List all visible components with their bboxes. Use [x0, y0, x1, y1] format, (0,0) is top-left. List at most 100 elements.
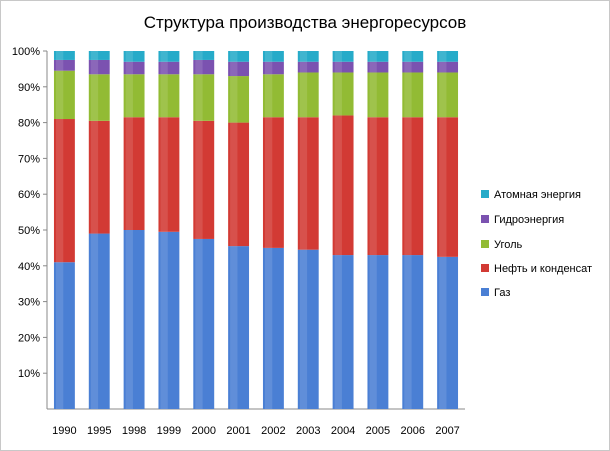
- bar-segment-2: [332, 115, 354, 256]
- bar-highlight: [404, 117, 412, 256]
- bar-segment-5: [228, 51, 250, 62]
- x-axis-ticks: 1990 1995 1998 1999 2000 2001 2002 2003 2004 2005…: [52, 425, 460, 437]
- bar-segment-2: [123, 117, 145, 230]
- bar-segment-3: [332, 72, 354, 116]
- bar-segment-1: [88, 233, 110, 409]
- bar-highlight: [439, 72, 447, 118]
- bar-highlight: [160, 74, 168, 118]
- bar-highlight: [230, 61, 238, 77]
- bar-highlight: [230, 122, 238, 247]
- legend-swatch: [481, 190, 489, 198]
- y-tick-label: 10%: [18, 368, 40, 380]
- bar-segment-1: [402, 255, 424, 409]
- bar-segment-4: [262, 61, 284, 75]
- bar-highlight: [160, 51, 168, 62]
- bar-segment-1: [262, 247, 284, 409]
- y-axis-ticks: 10% 20% 30% 40% 50% 60% 70% 80% 90% 100%: [12, 46, 47, 380]
- bar-segment-4: [53, 59, 75, 71]
- bar-highlight: [334, 61, 342, 73]
- bar-segment-1: [228, 246, 250, 409]
- bar-highlight: [299, 61, 308, 73]
- bar-segment-3: [53, 70, 75, 120]
- bar-highlight: [195, 51, 203, 60]
- bar-segment-4: [158, 61, 180, 75]
- bar-segment-1: [158, 231, 180, 409]
- bar-highlight: [404, 255, 412, 409]
- bar-segment-4: [88, 59, 110, 75]
- bar-segment-5: [297, 51, 319, 62]
- legend-swatch: [481, 215, 489, 223]
- bar-segment-4: [402, 61, 424, 73]
- bar-highlight: [439, 117, 447, 257]
- bar-segment-3: [88, 74, 110, 121]
- bar-highlight: [439, 61, 447, 73]
- chart-legend: Атомная энергия Гидроэнергия Уголь Нефть и …: [481, 189, 592, 299]
- bar-highlight: [160, 231, 168, 409]
- bar-highlight: [230, 76, 238, 123]
- bar-highlight: [369, 61, 377, 73]
- x-tick-label: 1998: [122, 425, 146, 437]
- bar-highlight: [439, 256, 447, 409]
- y-tick-label: 80%: [18, 118, 40, 130]
- bar-segment-1: [437, 256, 459, 409]
- bar-segment-3: [193, 74, 215, 121]
- legend-label: Уголь: [494, 239, 523, 251]
- bar-highlight: [195, 59, 203, 75]
- bar-highlight: [299, 249, 308, 409]
- bar-highlight: [125, 230, 133, 409]
- bar-segment-2: [262, 117, 284, 248]
- bar-segment-1: [367, 255, 389, 409]
- bar-highlight: [90, 74, 99, 121]
- x-tick-label: 2005: [366, 425, 390, 437]
- bar-segment-4: [228, 61, 250, 77]
- bar-highlight: [404, 72, 412, 118]
- bar-segment-2: [402, 117, 424, 256]
- bar-highlight: [264, 117, 273, 248]
- bar-highlight: [90, 120, 99, 234]
- bar-segment-3: [228, 76, 250, 123]
- y-tick-label: 20%: [18, 332, 40, 344]
- bar-highlight: [55, 262, 64, 409]
- bar-segment-3: [262, 74, 284, 118]
- y-tick-label: 40%: [18, 261, 40, 273]
- bar-highlight: [195, 238, 203, 409]
- legend-swatch: [481, 264, 489, 272]
- bar-highlight: [90, 51, 99, 60]
- bar-segment-5: [437, 51, 459, 62]
- x-tick-label: 2006: [401, 425, 425, 437]
- bar-segment-1: [332, 255, 354, 409]
- x-tick-label: 2002: [261, 425, 285, 437]
- bar-highlight: [369, 255, 377, 409]
- legend-label: Газ: [494, 287, 510, 299]
- bar-highlight: [195, 74, 203, 121]
- bar-highlight: [55, 119, 64, 263]
- bar-segment-4: [123, 61, 145, 75]
- bar-segment-5: [262, 51, 284, 62]
- bar-segment-2: [297, 117, 319, 250]
- bar-highlight: [125, 51, 133, 62]
- x-tick-label: 1990: [52, 425, 76, 437]
- bar-highlight: [439, 51, 447, 62]
- x-tick-label: 2007: [435, 425, 459, 437]
- bar-highlight: [160, 61, 168, 75]
- bar-highlight: [264, 74, 273, 118]
- legend-swatch: [481, 240, 489, 248]
- bar-segment-1: [123, 230, 145, 409]
- bar-segment-4: [437, 61, 459, 73]
- y-tick-label: 30%: [18, 297, 40, 309]
- bar-highlight: [404, 51, 412, 62]
- y-tick-label: 70%: [18, 153, 40, 165]
- bar-segment-2: [88, 120, 110, 234]
- y-tick-label: 60%: [18, 189, 40, 201]
- bar-segment-3: [402, 72, 424, 118]
- legend-swatch: [481, 288, 489, 296]
- bar-highlight: [230, 246, 238, 409]
- bar-highlight: [369, 117, 377, 256]
- bar-segment-2: [193, 120, 215, 239]
- bar-segment-2: [158, 117, 180, 232]
- bar-segment-3: [158, 74, 180, 118]
- bar-highlight: [369, 51, 377, 62]
- bar-segment-5: [123, 51, 145, 62]
